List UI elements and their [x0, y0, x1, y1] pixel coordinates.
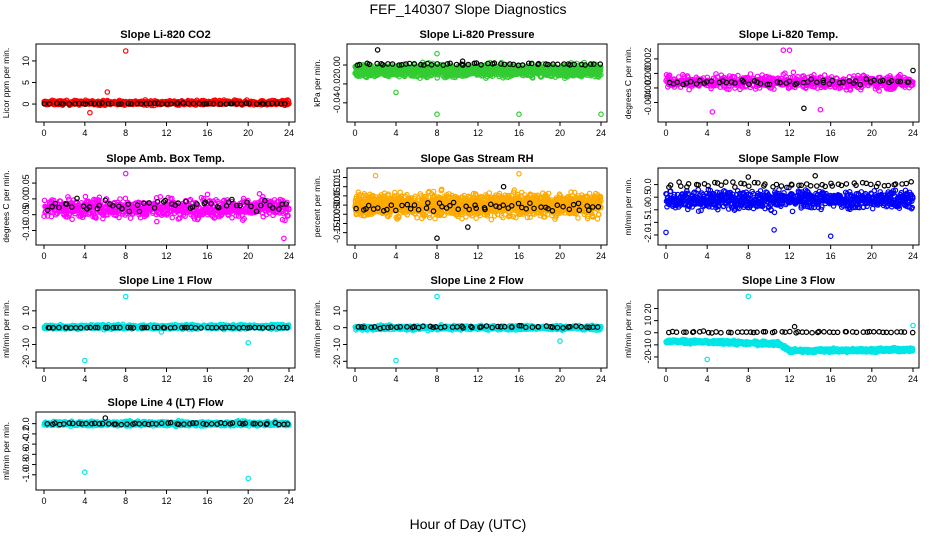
x-tick-label: 24	[284, 128, 294, 138]
y-tick-label: -0.04	[332, 93, 342, 114]
panel-title: Slope Li-820 Pressure	[420, 29, 535, 41]
x-tick-label: 4	[82, 128, 87, 138]
x-tick-label: 12	[161, 251, 171, 261]
x-tick-label: 20	[243, 128, 253, 138]
x-tick-label: 0	[352, 251, 357, 261]
data-point	[104, 89, 111, 95]
x-tick-label: 4	[393, 251, 398, 261]
y-tick-label: -0.02	[332, 74, 342, 95]
x-tick-label: 12	[784, 128, 794, 138]
y-axis-label: percent per min.	[312, 176, 322, 237]
data-point	[910, 67, 916, 74]
x-tick-label: 16	[514, 128, 524, 138]
x-tick-label: 20	[555, 128, 565, 138]
y-axis-label: kPa per min.	[312, 59, 322, 107]
x-tick-label: 24	[284, 251, 294, 261]
x-tick-label: 0	[663, 128, 668, 138]
y-axis-label: degrees C per min.	[1, 170, 11, 242]
x-tick-label: 8	[123, 128, 128, 138]
x-tick-label: 16	[514, 251, 524, 261]
plot-frame	[35, 43, 296, 123]
x-tick-label: 20	[867, 128, 877, 138]
x-tick-label: 12	[161, 128, 171, 138]
y-tick-label: 5	[21, 80, 31, 85]
data-point	[41, 197, 48, 204]
data-point	[82, 193, 89, 200]
data-point	[87, 109, 93, 116]
data-point	[414, 214, 420, 221]
data-point	[747, 71, 754, 77]
x-tick-label: 8	[746, 128, 751, 138]
data-point	[204, 191, 211, 198]
data-point	[780, 47, 787, 54]
y-axis-label: degrees C per min.	[623, 47, 633, 119]
data-point	[786, 47, 793, 54]
figure-title: FEF_140307 Slope Diagnostics	[369, 1, 567, 17]
data-point	[801, 105, 807, 112]
x-tick-label: 4	[705, 128, 710, 138]
panel-4: Slope Amb. Box Temp. degrees C per min. 0 4…	[1, 153, 296, 261]
y-axis-label: Licor ppm per min.	[1, 48, 11, 118]
data-point	[69, 216, 75, 223]
data-point	[169, 214, 176, 221]
data-point	[516, 111, 522, 118]
y-tick-label: -0.10	[21, 220, 31, 241]
x-tick-label: 8	[123, 251, 128, 261]
x-tick-label: 16	[202, 128, 212, 138]
panel-1: Slope Li-820 CO2 Licor ppm per min. 0 4 8 12 1…	[1, 29, 296, 138]
x-tick-label: 0	[41, 251, 46, 261]
x-tick-label: 16	[826, 128, 836, 138]
x-tick-label: 0	[41, 128, 46, 138]
x-tick-label: 12	[473, 128, 483, 138]
x-tick-label: 0	[352, 128, 357, 138]
x-tick-label: 24	[908, 128, 918, 138]
x-tick-label: 4	[393, 128, 398, 138]
y-tick-label: 10	[21, 56, 31, 66]
panel-title: Slope Li-820 CO2	[120, 29, 210, 41]
series-1	[41, 48, 292, 116]
panel-5: Slope Gas Stream RH percent per min. 0 4 8 12…	[312, 153, 608, 261]
x-tick-label: 4	[82, 251, 87, 261]
panel-2: Slope Li-820 Pressure kPa per min. 0 4 8 12 16…	[312, 29, 608, 138]
data-point	[393, 89, 399, 96]
data-point	[117, 196, 123, 202]
x-tick-label: 8	[434, 128, 439, 138]
y-tick-label: -0.004	[643, 90, 653, 116]
data-point	[434, 50, 440, 57]
data-point	[281, 235, 287, 242]
data-point	[434, 111, 440, 118]
x-tick-label: 20	[555, 251, 565, 261]
data-point	[122, 48, 129, 54]
data-point	[122, 170, 129, 177]
y-tick-label: 0	[21, 102, 31, 107]
data-point	[817, 106, 824, 113]
data-point	[709, 109, 716, 115]
panel-3: Slope Li-820 Temp. degrees C per min. 0 4 8 1…	[623, 29, 920, 138]
data-point	[374, 47, 381, 53]
data-point	[598, 111, 604, 118]
panel-title: Slope Amb. Box Temp.	[106, 153, 225, 165]
y-tick-label: 0.05	[21, 174, 31, 192]
x-tick-label: 8	[434, 251, 439, 261]
x-tick-label: 16	[202, 251, 212, 261]
plot-frame	[346, 43, 608, 123]
y-tick-label: 0.00	[332, 56, 342, 74]
data-point	[790, 69, 797, 76]
panel-title: Slope Gas Stream RH	[420, 153, 533, 165]
y-tick-label: -0.15	[332, 222, 342, 243]
x-tick-label: 12	[473, 251, 483, 261]
data-point	[154, 218, 160, 225]
panel-title: Slope Li-820 Temp.	[739, 29, 838, 41]
data-point	[486, 190, 493, 196]
x-tick-label: 24	[596, 251, 606, 261]
series-1	[352, 171, 604, 223]
x-tick-label: 24	[596, 128, 606, 138]
x-tick-label: 20	[243, 251, 253, 261]
